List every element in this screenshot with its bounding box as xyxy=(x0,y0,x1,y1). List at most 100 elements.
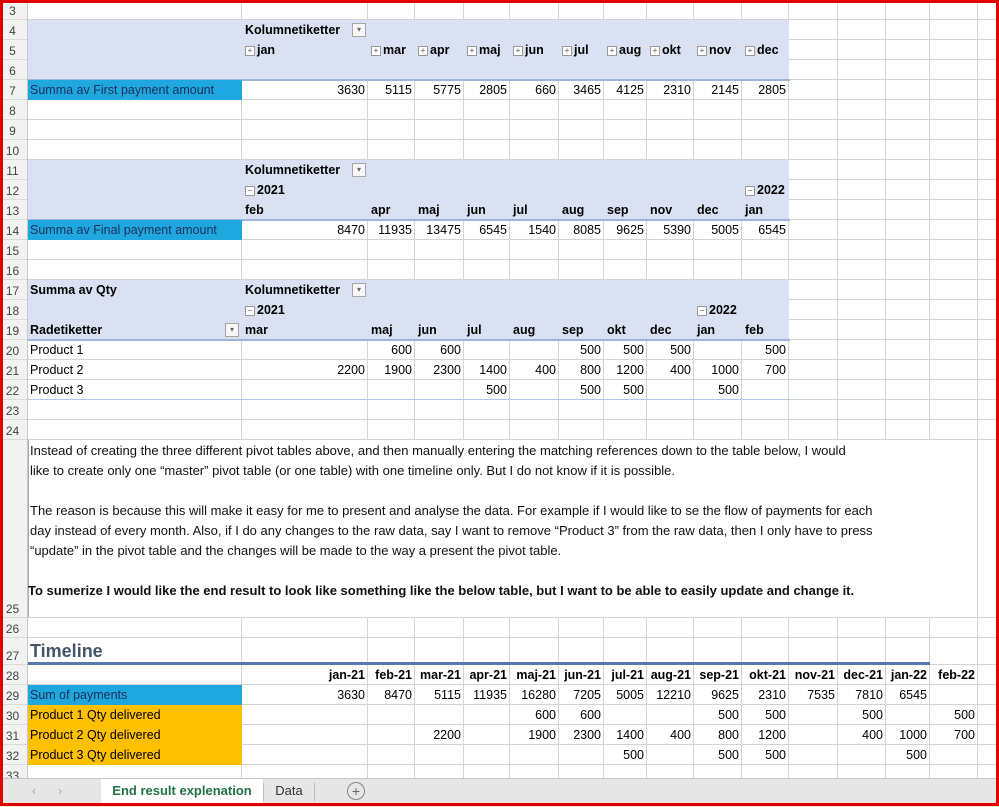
row-number[interactable]: 3 xyxy=(9,4,16,18)
timeline-value[interactable]: 2310 xyxy=(758,688,786,702)
pivot2-value[interactable]: 1540 xyxy=(528,223,556,237)
pivot2-value[interactable]: 9625 xyxy=(616,223,644,237)
timeline-row-label[interactable]: Product 3 Qty delivered xyxy=(30,748,161,762)
timeline-value[interactable]: 500 xyxy=(718,708,739,722)
pivot3-title[interactable]: Summa av Qty xyxy=(30,283,117,297)
filter-dropdown-icon[interactable]: ▾ xyxy=(225,323,239,337)
pivot3-year-2022[interactable]: −2022 xyxy=(694,300,742,320)
pivot1-value[interactable]: 5775 xyxy=(433,83,461,97)
pivot3-month-header[interactable]: feb xyxy=(745,323,764,337)
pivot3-value[interactable]: 600 xyxy=(391,343,412,357)
timeline-month-header[interactable]: jan-22 xyxy=(890,668,927,682)
pivot3-value[interactable]: 500 xyxy=(623,343,644,357)
collapse-icon[interactable]: − xyxy=(697,306,707,316)
timeline-value[interactable]: 7205 xyxy=(573,688,601,702)
pivot1-value[interactable]: 3630 xyxy=(337,83,365,97)
timeline-value[interactable]: 11935 xyxy=(473,688,507,702)
row-number[interactable]: 23 xyxy=(5,404,20,418)
timeline-value[interactable]: 500 xyxy=(906,748,927,762)
pivot3-value[interactable]: 1200 xyxy=(616,363,644,377)
plus-circle-icon[interactable]: + xyxy=(347,782,365,800)
pivot2-month-header[interactable]: jul xyxy=(513,203,528,217)
pivot1-month-header[interactable]: + aug xyxy=(604,40,647,60)
pivot3-value[interactable]: 500 xyxy=(718,383,739,397)
row-number[interactable]: 30 xyxy=(5,709,20,723)
timeline-value[interactable]: 600 xyxy=(535,708,556,722)
pivot2-row-label[interactable]: Summa av Final payment amount xyxy=(30,223,217,237)
pivot3-month-header[interactable]: jan xyxy=(697,323,716,337)
timeline-value[interactable]: 1900 xyxy=(528,728,556,742)
worksheet-grid[interactable]: Kolumnetiketter ▾ + jan + mar + apr + maj + jun + jul… xyxy=(0,0,999,778)
timeline-month-header[interactable]: dec-21 xyxy=(843,668,883,682)
pivot3-column-labels-header[interactable]: Kolumnetiketter xyxy=(245,283,341,297)
pivot1-month-header[interactable]: + apr xyxy=(415,40,464,60)
timeline-value[interactable]: 400 xyxy=(862,728,883,742)
pivot2-value[interactable]: 8470 xyxy=(337,223,365,237)
tab-end-result-explenation[interactable]: End result explenation xyxy=(101,779,263,805)
row-number[interactable]: 5 xyxy=(9,44,16,58)
row-number[interactable]: 14 xyxy=(5,224,20,238)
timeline-value[interactable]: 1200 xyxy=(758,728,786,742)
expand-icon[interactable]: + xyxy=(650,46,660,56)
pivot3-value[interactable]: 500 xyxy=(486,383,507,397)
chevron-right-icon[interactable]: › xyxy=(57,783,63,798)
expand-icon[interactable]: + xyxy=(607,46,617,56)
pivot3-value[interactable]: 500 xyxy=(623,383,644,397)
timeline-value[interactable]: 500 xyxy=(862,708,883,722)
row-number[interactable]: 20 xyxy=(5,344,20,358)
pivot2-month-header[interactable]: aug xyxy=(562,203,585,217)
expand-icon[interactable]: + xyxy=(745,46,755,56)
pivot1-month-header[interactable]: + nov xyxy=(694,40,742,60)
pivot3-value[interactable]: 500 xyxy=(580,343,601,357)
row-number[interactable]: 13 xyxy=(5,204,20,218)
timeline-value[interactable]: 500 xyxy=(765,748,786,762)
collapse-icon[interactable]: − xyxy=(745,186,755,196)
pivot3-row-label[interactable]: Product 2 xyxy=(30,363,84,377)
timeline-value[interactable]: 1400 xyxy=(616,728,644,742)
timeline-month-header[interactable]: jun-21 xyxy=(564,668,601,682)
pivot2-month-header[interactable]: sep xyxy=(607,203,629,217)
pivot3-month-header[interactable]: sep xyxy=(562,323,584,337)
pivot2-value[interactable]: 6545 xyxy=(479,223,507,237)
timeline-month-header[interactable]: maj-21 xyxy=(516,668,556,682)
timeline-row-label[interactable]: Product 1 Qty delivered xyxy=(30,708,161,722)
expand-icon[interactable]: + xyxy=(467,46,477,56)
pivot3-value[interactable]: 700 xyxy=(765,363,786,377)
pivot2-column-labels-header[interactable]: Kolumnetiketter xyxy=(245,163,341,177)
expand-icon[interactable]: + xyxy=(697,46,707,56)
pivot1-value[interactable]: 5115 xyxy=(385,83,412,97)
pivot1-value[interactable]: 2805 xyxy=(479,83,507,97)
pivot3-month-header[interactable]: jul xyxy=(467,323,482,337)
row-number[interactable]: 22 xyxy=(5,384,20,398)
pivot3-row-label[interactable]: Product 1 xyxy=(30,343,84,357)
pivot3-value[interactable]: 400 xyxy=(535,363,556,377)
pivot1-value[interactable]: 4125 xyxy=(616,83,644,97)
timeline-value[interactable]: 9625 xyxy=(711,688,739,702)
pivot2-value[interactable]: 5390 xyxy=(663,223,691,237)
row-number[interactable]: 11 xyxy=(6,164,19,178)
timeline-value[interactable]: 400 xyxy=(670,728,691,742)
pivot3-year-2021[interactable]: −2021 xyxy=(242,300,464,320)
timeline-value[interactable]: 7535 xyxy=(807,688,835,702)
pivot1-value[interactable]: 660 xyxy=(535,83,556,97)
timeline-value[interactable]: 800 xyxy=(718,728,739,742)
timeline-value[interactable]: 500 xyxy=(718,748,739,762)
row-number[interactable]: 32 xyxy=(5,749,20,763)
pivot2-month-header[interactable]: jun xyxy=(467,203,486,217)
row-number[interactable]: 6 xyxy=(9,64,16,78)
timeline-month-header[interactable]: sep-21 xyxy=(699,668,739,682)
pivot1-month-header[interactable]: + mar xyxy=(368,40,415,60)
timeline-month-header[interactable]: feb-22 xyxy=(938,668,975,682)
timeline-month-header[interactable]: feb-21 xyxy=(375,668,412,682)
pivot2-value[interactable]: 5005 xyxy=(711,223,739,237)
expand-icon[interactable]: + xyxy=(245,46,255,56)
pivot2-month-header[interactable]: nov xyxy=(650,203,673,217)
pivot3-month-header[interactable]: maj xyxy=(371,323,393,337)
row-number[interactable]: 8 xyxy=(9,104,16,118)
pivot3-row-label[interactable]: Product 3 xyxy=(30,383,84,397)
timeline-month-header[interactable]: nov-21 xyxy=(794,668,835,682)
expand-icon[interactable]: + xyxy=(418,46,428,56)
pivot3-value[interactable]: 800 xyxy=(580,363,601,377)
row-number[interactable]: 25 xyxy=(5,602,20,616)
timeline-value[interactable]: 3630 xyxy=(337,688,365,702)
